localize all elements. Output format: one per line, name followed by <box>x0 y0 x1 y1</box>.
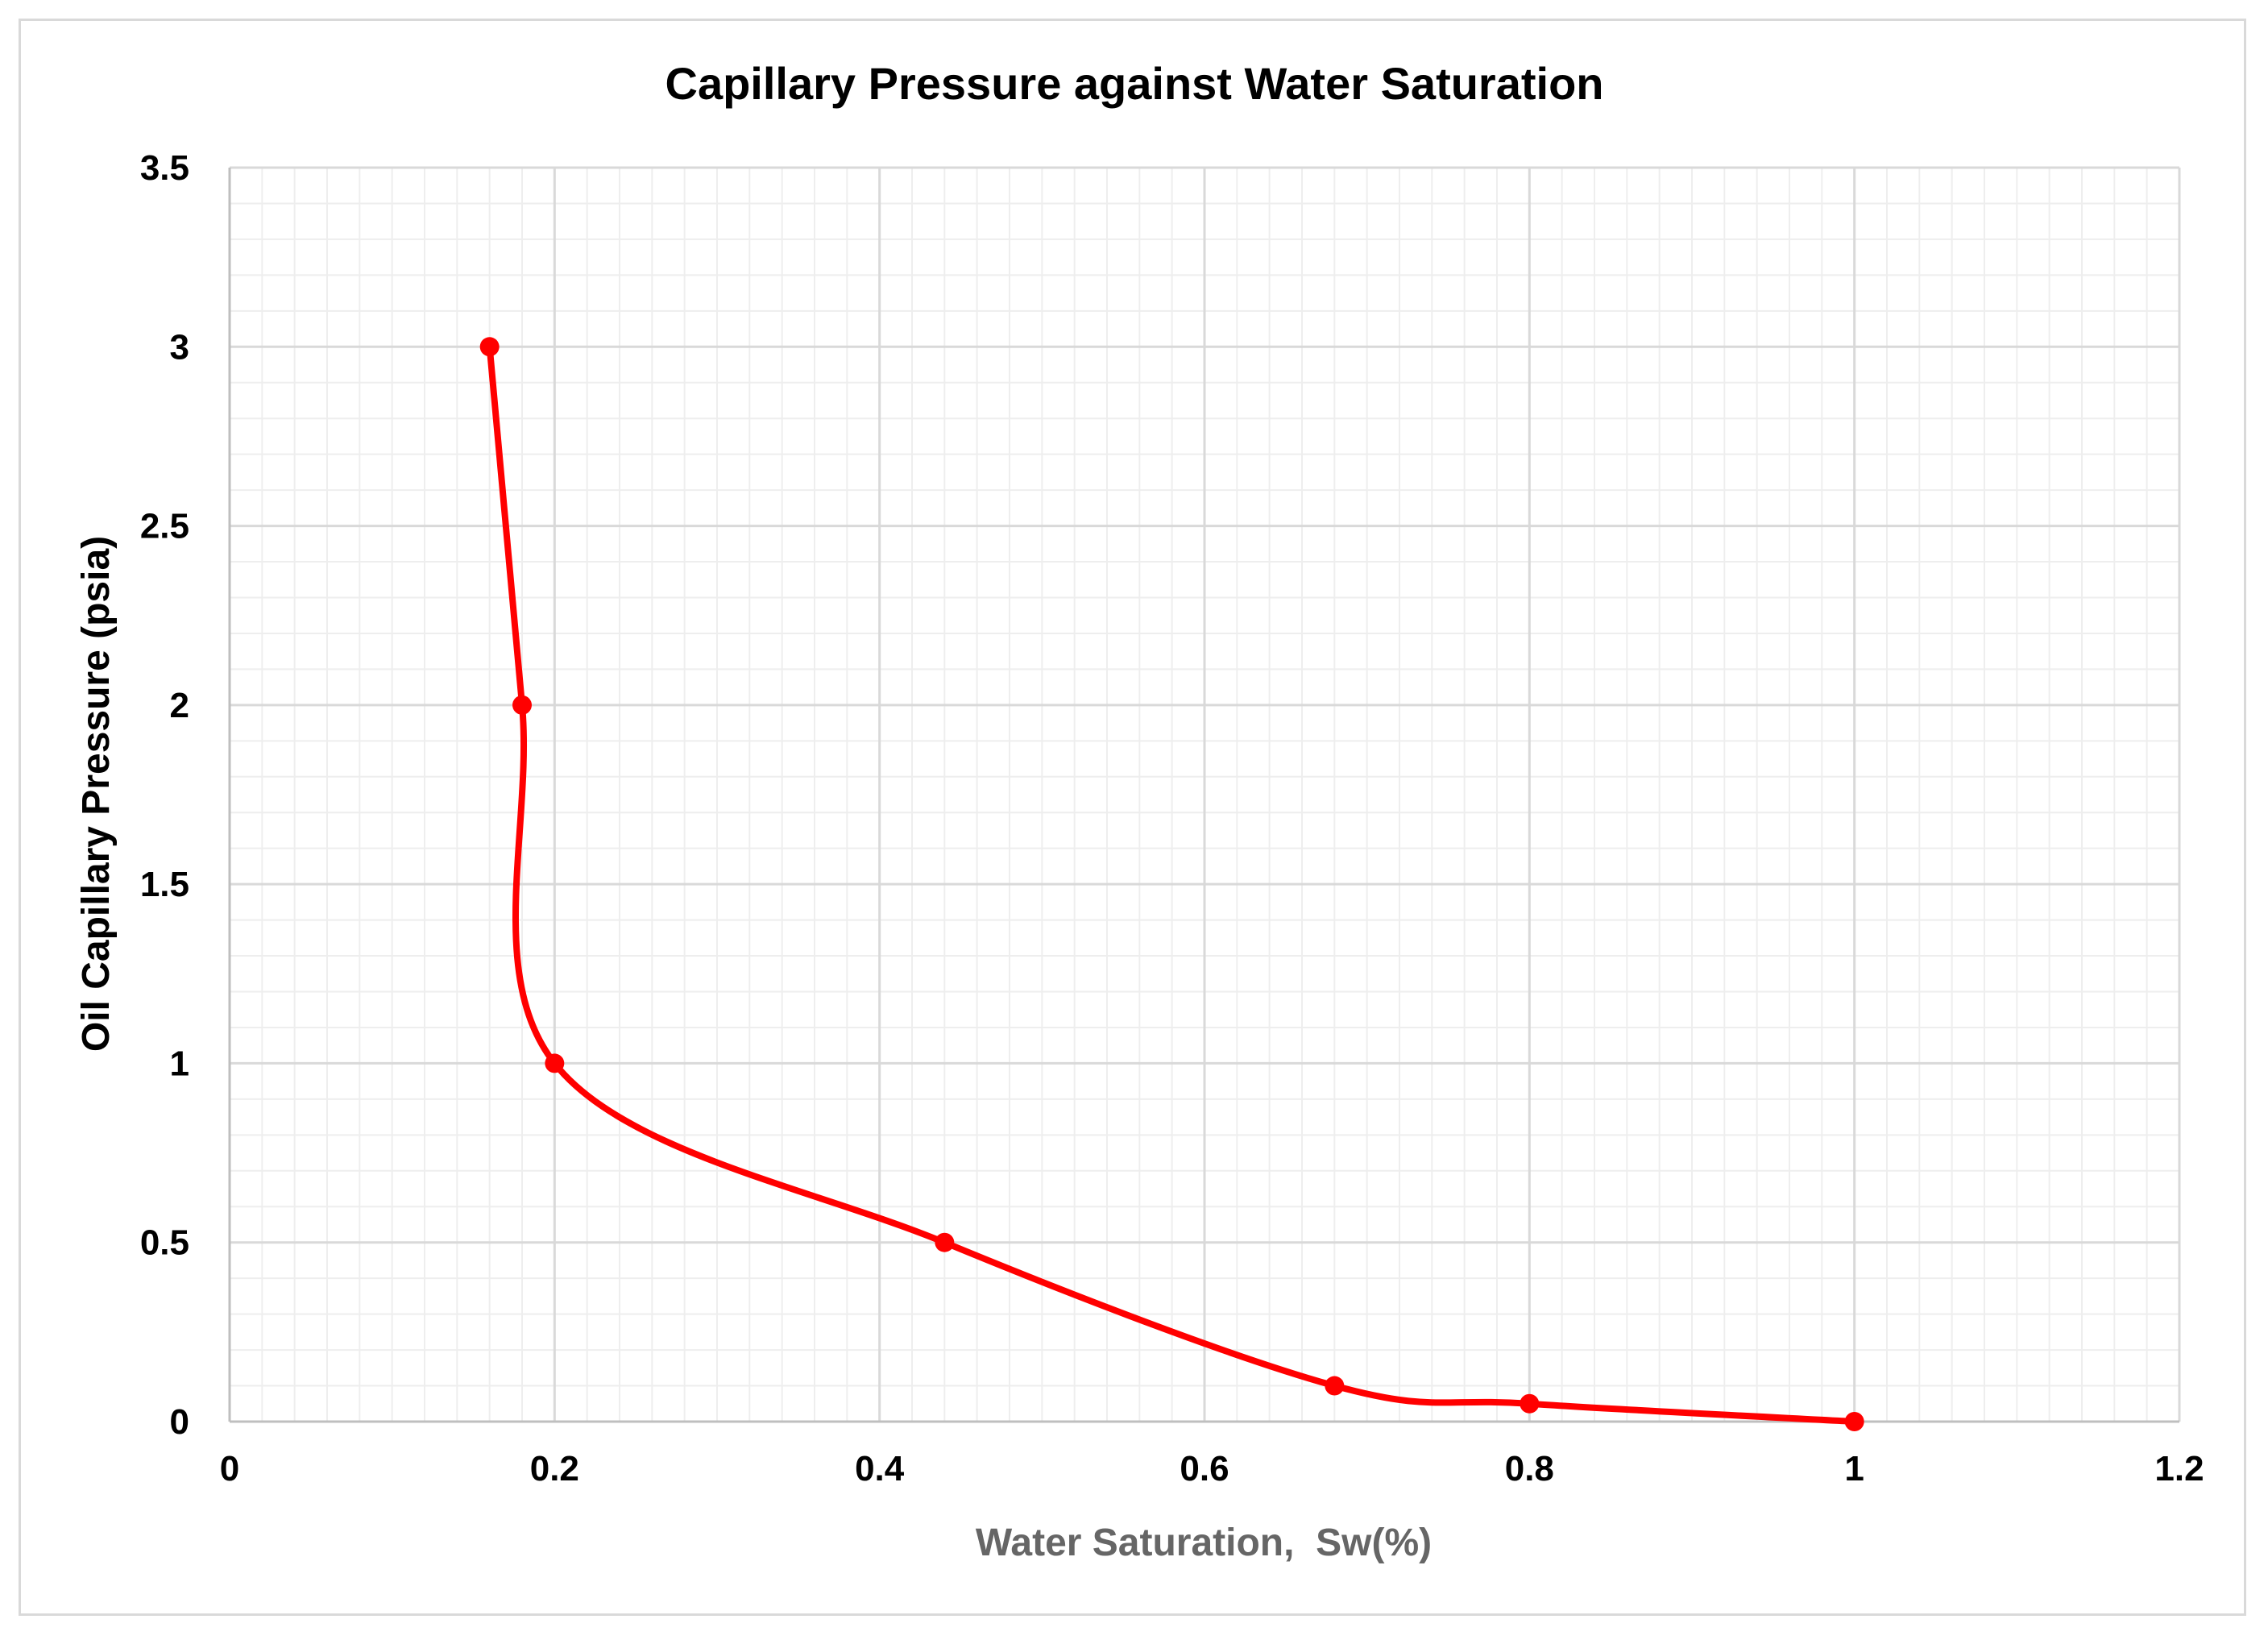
x-tick-label: 1 <box>1844 1449 1864 1488</box>
data-point <box>1844 1412 1864 1431</box>
data-point <box>1325 1376 1345 1396</box>
y-tick-label: 2.5 <box>140 507 189 546</box>
x-axis-title: Water Saturation, Sw(%) <box>976 1522 1432 1564</box>
y-axis-title: Oil Capillary Pressure (psia) <box>75 536 118 1052</box>
x-tick-label: 0.8 <box>1505 1449 1554 1488</box>
tick-labels: 0 0.2 0.4 0.6 0.8 1 1.2 0 0.5 1 1.5 2 2.5 3 3.5 <box>140 148 2204 1488</box>
y-tick-label: 3 <box>170 327 189 367</box>
x-tick-label: 0.2 <box>530 1449 579 1488</box>
x-tick-label: 0.4 <box>855 1449 905 1488</box>
y-tick-label: 0 <box>170 1402 189 1442</box>
series-layer <box>479 337 1864 1431</box>
data-point <box>935 1232 955 1252</box>
x-tick-label: 1.2 <box>2154 1449 2204 1488</box>
y-tick-label: 1.5 <box>140 865 189 904</box>
x-tick-label: 0.6 <box>1180 1449 1229 1488</box>
data-point <box>1520 1393 1540 1414</box>
data-point <box>479 337 500 357</box>
y-tick-label: 0.5 <box>140 1223 189 1263</box>
chart-title: Capillary Pressure against Water Saturat… <box>665 58 1604 109</box>
y-tick-label: 3.5 <box>140 148 189 188</box>
y-tick-label: 1 <box>170 1044 189 1083</box>
y-tick-label: 2 <box>170 686 189 725</box>
data-point <box>512 695 532 715</box>
data-point <box>545 1053 565 1073</box>
x-tick-label: 0 <box>220 1449 239 1488</box>
